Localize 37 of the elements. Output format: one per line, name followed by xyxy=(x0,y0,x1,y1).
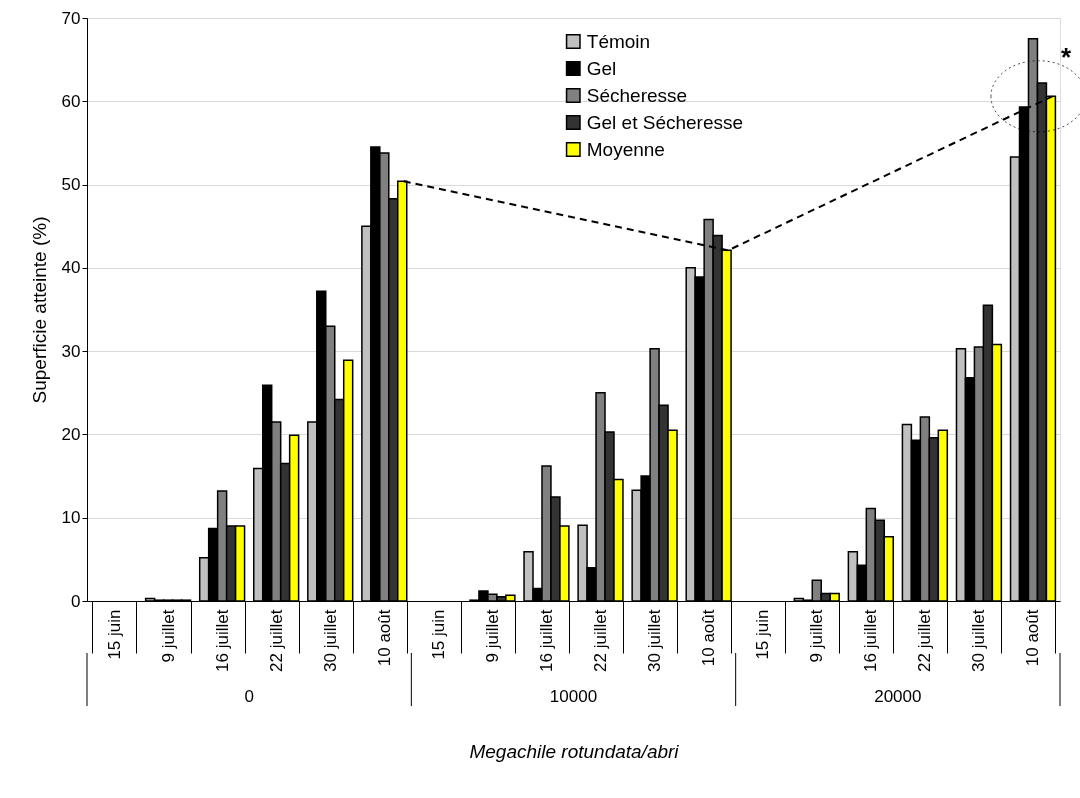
x-tick-label: 30 juillet xyxy=(645,609,665,672)
y-axis-title: Superficie atteinte (%) xyxy=(28,216,50,404)
legend-label: Gel xyxy=(586,57,617,79)
text: 10000 xyxy=(549,687,598,706)
x-tick-label: 30 juillet xyxy=(320,609,340,672)
y-tick-label: 70 xyxy=(61,8,81,28)
x-tick-label: 16 juillet xyxy=(536,609,556,672)
legend-label: Moyenne xyxy=(586,138,665,160)
x-tick-label: 22 juillet xyxy=(266,609,286,672)
text: 20000 xyxy=(874,687,922,706)
legend-label: Gel et Sécheresse xyxy=(586,111,744,133)
x-tick-label: 9 juillet xyxy=(807,609,827,663)
x-tick-label: 16 juillet xyxy=(861,609,881,672)
y-tick-label: 30 xyxy=(61,341,81,361)
y-tick-label: 60 xyxy=(61,91,81,111)
x-tick-label: 22 juillet xyxy=(591,609,611,672)
y-tick-label: 50 xyxy=(61,175,81,195)
x-tick-label: 22 juillet xyxy=(915,609,935,672)
y-tick-label: 0 xyxy=(71,591,81,611)
x-tick-label: 15 juin xyxy=(104,609,124,660)
x-tick-label: 15 juin xyxy=(428,609,448,660)
x-tick-label: 10 août xyxy=(699,609,719,667)
x-tick-label: 30 juillet xyxy=(969,609,989,672)
legend-label: Témoin xyxy=(586,30,651,52)
text: * xyxy=(1060,42,1072,73)
x-axis-title: Megachile rotundata/abri xyxy=(469,740,680,762)
x-tick-label: 10 août xyxy=(374,609,394,667)
y-tick-label: 10 xyxy=(61,508,81,528)
x-tick-label: 10 août xyxy=(1023,609,1043,667)
legend-label: Sécheresse xyxy=(586,84,688,106)
y-tick-label: 20 xyxy=(61,424,81,444)
y-tick-label: 40 xyxy=(61,258,81,278)
x-tick-label: 9 juillet xyxy=(482,609,502,663)
x-tick-label: 15 juin xyxy=(753,609,773,660)
text: 0 xyxy=(244,687,254,706)
x-tick-label: 16 juillet xyxy=(212,609,232,672)
x-tick-label: 9 juillet xyxy=(158,609,178,663)
